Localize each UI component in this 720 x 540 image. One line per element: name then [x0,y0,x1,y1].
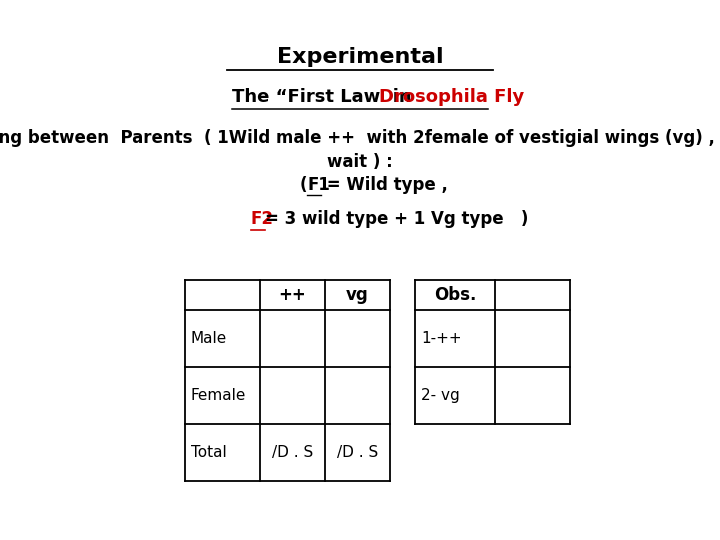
Text: Meting between  Parents  ( 1Wild male ++  with 2female of vestigial wings (vg) ,: Meting between Parents ( 1Wild male ++ w… [0,129,720,147]
Text: F1: F1 [307,176,330,194]
Text: Drosophila Fly: Drosophila Fly [379,88,525,106]
Text: vg: vg [346,286,369,304]
Text: 1-++: 1-++ [421,331,462,346]
Text: ++: ++ [279,286,307,304]
Text: F2: F2 [251,210,274,228]
Text: Experimental: Experimental [276,46,444,67]
Text: = Wild type ,: = Wild type , [321,176,448,194]
Text: The “First Law  in: The “First Law in [232,88,418,106]
Text: Female: Female [191,388,246,403]
Text: = 3 wild type + 1 Vg type   ): = 3 wild type + 1 Vg type ) [265,210,528,228]
Text: Total: Total [191,445,227,460]
Text: /D . S: /D . S [272,445,313,460]
Text: (: ( [300,176,307,194]
Text: Obs.: Obs. [434,286,476,304]
Text: 2- vg: 2- vg [421,388,460,403]
Text: Male: Male [191,331,228,346]
Text: wait ) :: wait ) : [327,153,393,171]
Text: /D . S: /D . S [337,445,378,460]
